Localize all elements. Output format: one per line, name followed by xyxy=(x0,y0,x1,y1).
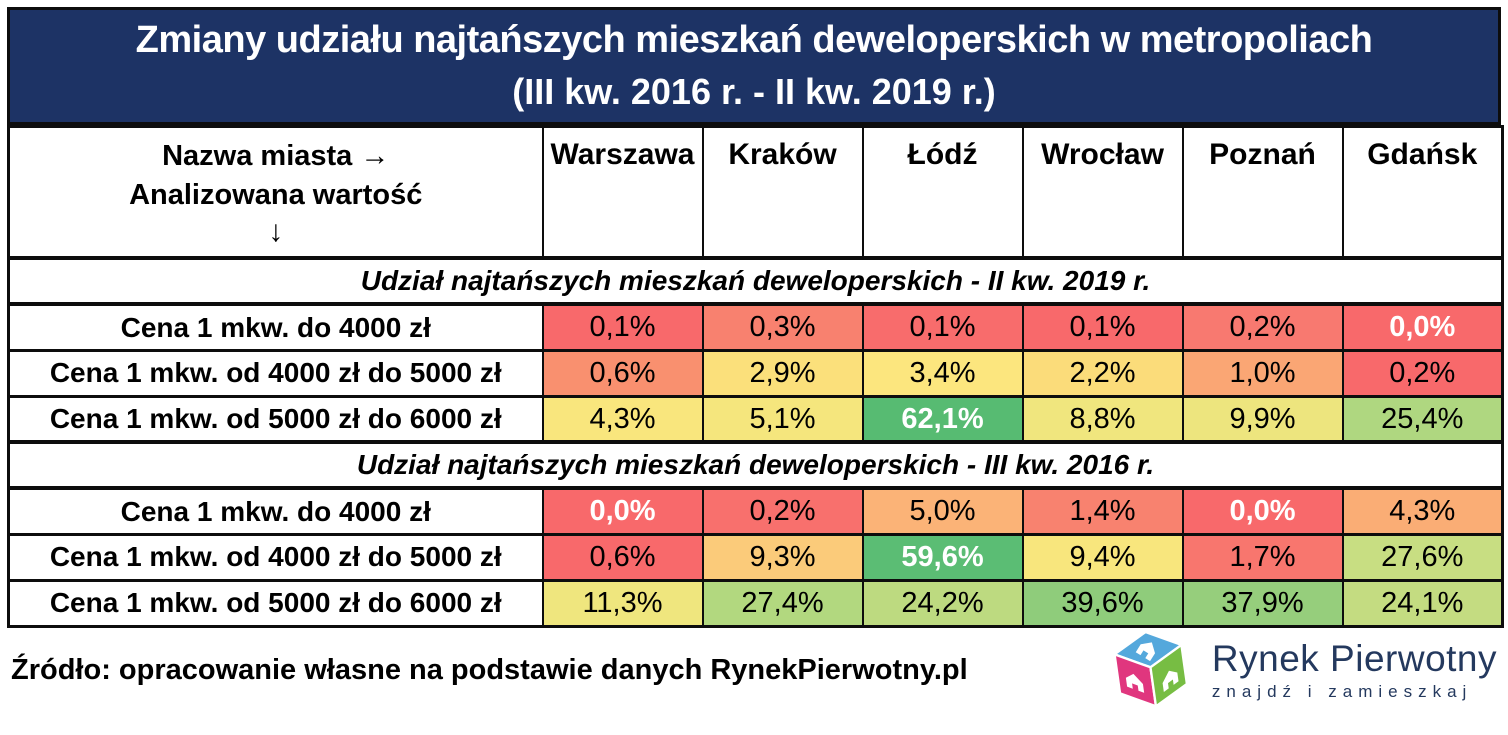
value-cell: 4,3% xyxy=(1341,486,1504,536)
page-title: Zmiany udziału najtańszych mieszkań dewe… xyxy=(135,19,1373,61)
data-row: Cena 1 mkw. od 4000 zł do 5000 zł 0,6% 2,9… xyxy=(7,348,1504,398)
value-cell: 5,0% xyxy=(861,486,1024,536)
value-cell: 1,7% xyxy=(1181,532,1344,582)
value-cell: 3,4% xyxy=(861,348,1024,398)
value-cell: 0,6% xyxy=(541,532,704,582)
data-row: Cena 1 mkw. od 4000 zł do 5000 zł 0,6% 9,3… xyxy=(7,532,1504,582)
value-cell: 62,1% xyxy=(861,394,1024,444)
logo-text: Rynek Pierwotny znajdź i zamieszkaj xyxy=(1212,640,1497,701)
value-cell: 24,1% xyxy=(1341,578,1504,628)
value-cell: 27,6% xyxy=(1341,532,1504,582)
column-header-wroclaw: Wrocław xyxy=(1021,125,1184,260)
value-cell: 9,9% xyxy=(1181,394,1344,444)
down-arrow-icon: ↓ xyxy=(268,215,284,249)
value-cell: 0,0% xyxy=(1181,486,1344,536)
table-header-row: Nazwa miasta → Analizowana wartość ↓ War… xyxy=(7,125,1504,260)
value-cell: 9,3% xyxy=(701,532,864,582)
value-cell: 0,1% xyxy=(541,302,704,352)
value-cell: 0,2% xyxy=(1181,302,1344,352)
value-cell: 8,8% xyxy=(1021,394,1184,444)
page-subtitle: (III kw. 2016 r. - II kw. 2019 r.) xyxy=(512,71,996,112)
logo-brand-name: Rynek Pierwotny xyxy=(1211,638,1497,680)
value-cell: 39,6% xyxy=(1021,578,1184,628)
column-header-gdansk: Gdańsk xyxy=(1341,125,1504,260)
value-cell: 5,1% xyxy=(701,394,864,444)
footer: Źródło: opracowanie własne na podstawie … xyxy=(7,628,1501,710)
row-label: Cena 1 mkw. do 4000 zł xyxy=(7,486,544,536)
value-cell: 0,0% xyxy=(541,486,704,536)
value-cell: 59,6% xyxy=(861,532,1024,582)
heatmap-table: Nazwa miasta → Analizowana wartość ↓ War… xyxy=(7,125,1504,628)
row-label: Cena 1 mkw. od 4000 zł do 5000 zł xyxy=(7,532,544,582)
row-label: Cena 1 mkw. od 4000 zł do 5000 zł xyxy=(7,348,544,398)
source-note: Źródło: opracowanie własne na podstawie … xyxy=(11,654,968,687)
house-icon-right xyxy=(1162,670,1179,692)
corner-cell: Nazwa miasta → Analizowana wartość ↓ xyxy=(7,125,544,260)
value-cell: 0,2% xyxy=(1341,348,1504,398)
column-header-poznan: Poznań xyxy=(1181,125,1344,260)
rynek-pierwotny-logo: Rynek Pierwotny znajdź i zamieszkaj xyxy=(1104,626,1501,716)
value-cell: 0,0% xyxy=(1341,302,1504,352)
value-cell: 4,3% xyxy=(541,394,704,444)
column-header-warszawa: Warszawa xyxy=(541,125,704,260)
row-label: Cena 1 mkw. od 5000 zł do 6000 zł xyxy=(7,578,544,628)
value-cell: 2,9% xyxy=(701,348,864,398)
value-cell: 27,4% xyxy=(701,578,864,628)
house-icon-left xyxy=(1125,673,1145,693)
section-row: Udział najtańszych mieszkań deweloperski… xyxy=(7,440,1504,491)
value-cell: 9,4% xyxy=(1021,532,1184,582)
row-label: Cena 1 mkw. od 5000 zł do 6000 zł xyxy=(7,394,544,444)
value-cell: 0,2% xyxy=(701,486,864,536)
logo-cube-icon xyxy=(1113,630,1188,708)
data-row: Cena 1 mkw. do 4000 zł 0,0% 0,2% 5,0% 1,4% 0,… xyxy=(7,486,1504,536)
section-header: Udział najtańszych mieszkań deweloperski… xyxy=(7,256,1504,307)
value-cell: 0,3% xyxy=(701,302,864,352)
value-cell: 37,9% xyxy=(1181,578,1344,628)
data-row: Cena 1 mkw. od 5000 zł do 6000 zł 4,3% 5,1… xyxy=(7,394,1504,444)
data-row: Cena 1 mkw. do 4000 zł 0,1% 0,3% 0,1% 0,1% 0,… xyxy=(7,302,1504,352)
corner-line-1: Nazwa miasta → xyxy=(162,140,390,172)
value-cell: 24,2% xyxy=(861,578,1024,628)
value-cell: 0,6% xyxy=(541,348,704,398)
value-cell: 0,1% xyxy=(861,302,1024,352)
house-arrow-icon xyxy=(1135,642,1155,661)
column-header-krakow: Kraków xyxy=(701,125,864,260)
data-row: Cena 1 mkw. od 5000 zł do 6000 zł 11,3% 27… xyxy=(7,578,1504,628)
row-label: Cena 1 mkw. do 4000 zł xyxy=(7,302,544,352)
section-row: Udział najtańszych mieszkań deweloperski… xyxy=(7,256,1504,307)
value-cell: 1,0% xyxy=(1181,348,1344,398)
value-cell: 11,3% xyxy=(541,578,704,628)
value-cell: 1,4% xyxy=(1021,486,1184,536)
section-header: Udział najtańszych mieszkań deweloperski… xyxy=(7,440,1504,491)
title-banner: Zmiany udziału najtańszych mieszkań dewe… xyxy=(7,7,1501,125)
logo-tagline: znajdź i zamieszkaj xyxy=(1211,682,1473,702)
column-header-lodz: Łódź xyxy=(861,125,1024,260)
value-cell: 0,1% xyxy=(1021,302,1184,352)
value-cell: 2,2% xyxy=(1021,348,1184,398)
corner-line-2: Analizowana wartość xyxy=(129,179,423,212)
value-cell: 25,4% xyxy=(1341,394,1504,444)
table-body: Nazwa miasta → Analizowana wartość ↓ War… xyxy=(7,125,1504,628)
